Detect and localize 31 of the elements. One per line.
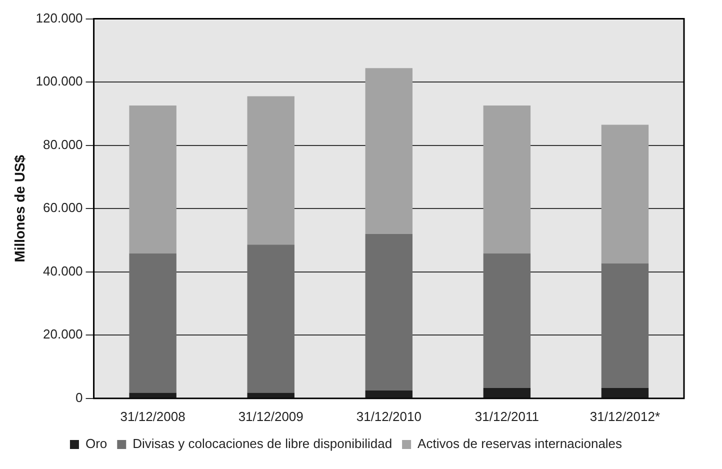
legend-label: Oro	[85, 436, 108, 452]
y-tick-label: 60.000	[43, 200, 83, 216]
x-tick-label: 31/12/2011	[474, 408, 539, 424]
bar	[365, 68, 413, 234]
y-tick-label: 120.000	[36, 10, 83, 26]
y-tick-label: 100.000	[36, 74, 83, 89]
y-tick-label: 20.000	[43, 326, 83, 342]
x-tick-label: 31/12/2008	[120, 408, 186, 424]
bar	[483, 105, 531, 254]
y-tick-label: 80.000	[43, 136, 83, 152]
bar	[601, 124, 649, 264]
x-tick-label: 31/12/2012*	[590, 408, 660, 424]
bar	[483, 388, 531, 398]
bar	[247, 392, 294, 398]
bar	[365, 234, 413, 390]
y-tick-label: 0	[76, 390, 83, 405]
y-axis-title: Millones de US$	[11, 154, 28, 262]
y-tick-label: 40.000	[43, 263, 83, 278]
bar	[129, 105, 176, 254]
bar	[129, 254, 176, 393]
bar	[601, 388, 649, 398]
x-tick-label: 31/12/2009	[238, 408, 304, 424]
bar	[129, 392, 176, 398]
bar	[483, 254, 531, 388]
bar	[365, 390, 413, 398]
bar	[247, 244, 294, 393]
x-tick-label: 31/12/2010	[356, 408, 422, 424]
bar	[247, 96, 294, 245]
legend-label: Activos de reservas internacionales	[418, 436, 623, 452]
bar	[601, 263, 649, 388]
legend-label: Divisas y colocaciones de libre disponibilidad	[132, 436, 392, 452]
